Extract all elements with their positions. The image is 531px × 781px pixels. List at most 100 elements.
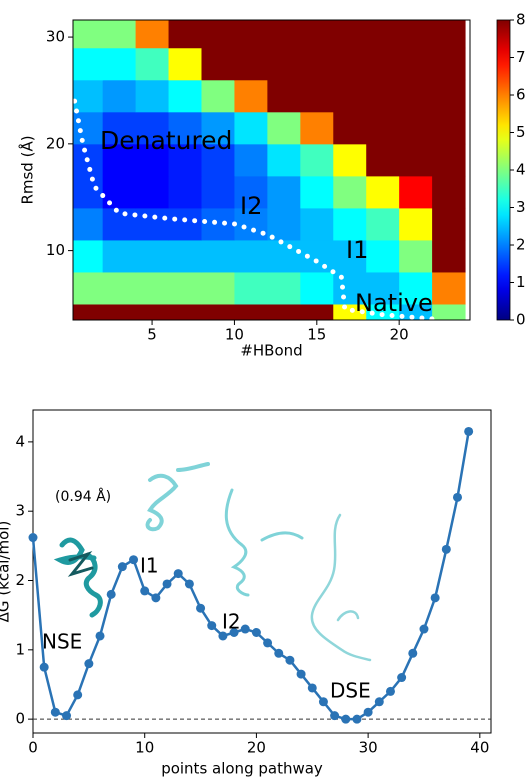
heatmap-cell: [73, 207, 104, 241]
heatmap-cell: [135, 143, 170, 177]
point: [464, 426, 474, 436]
heatmap-cell: [102, 111, 137, 145]
heatmap-cell: [168, 303, 202, 320]
heatmap-cell: [102, 79, 137, 113]
heatmap-cell: [300, 271, 334, 305]
heatmap-cell: [267, 47, 301, 81]
heatmap-cell: [399, 271, 433, 305]
heatmap-cell: [399, 111, 433, 145]
heatmap-cell: [366, 79, 400, 113]
heatmap-cell: [135, 207, 170, 241]
heatmap-cell: [168, 111, 202, 145]
point: [117, 562, 127, 572]
point: [184, 579, 194, 589]
annotation: DSE: [330, 679, 371, 703]
point: [452, 492, 462, 502]
point: [263, 638, 273, 648]
heatmap-cell: [333, 207, 367, 241]
line: [31, 431, 470, 721]
heatmap-cells: [73, 20, 466, 320]
y-axis-label: Rmsd (Å): [18, 135, 37, 204]
point: [229, 627, 239, 637]
point: [50, 707, 60, 717]
y-tick-label: 1: [15, 640, 25, 658]
heatmap-cell: [333, 111, 367, 145]
point: [240, 624, 250, 634]
y-tick-label: 10: [46, 241, 65, 259]
heatmap-cell: [432, 239, 466, 273]
colorbar-tick-label: 2: [516, 236, 526, 254]
heatmap-cell: [366, 20, 400, 49]
heatmap-cell: [234, 143, 268, 177]
heatmap-cell: [366, 239, 400, 273]
heatmap-cell: [267, 175, 301, 209]
colorbar: [496, 19, 511, 321]
point: [352, 714, 362, 724]
point: [363, 707, 373, 717]
point: [397, 673, 407, 683]
heatmap-cell: [300, 47, 334, 81]
pathway-line: [73, 98, 435, 320]
point: [285, 655, 295, 665]
heatmap-cell: [234, 79, 268, 113]
heatmap-cell: [432, 143, 466, 177]
heatmap-cell: [135, 303, 170, 320]
heatmap-cell: [234, 20, 268, 49]
heatmap-cell: [300, 207, 334, 241]
point: [330, 711, 340, 721]
heatmap-cell: [201, 20, 235, 49]
heatmap-cell: [333, 303, 367, 320]
heatmap-cell: [333, 47, 367, 81]
heatmap-cell: [399, 143, 433, 177]
heatmap-cell: [201, 175, 235, 209]
heatmap-cell: [432, 271, 466, 305]
heatmap-cell: [234, 47, 268, 81]
heatmap-cell: [201, 303, 235, 320]
heatmap-cell: [366, 175, 400, 209]
point: [408, 648, 418, 658]
heatmap-cell: [333, 20, 367, 49]
annotation: (0.94 Å): [55, 488, 111, 505]
heatmap-cell: [102, 303, 137, 320]
x-tick-label: 30: [359, 739, 378, 757]
heatmap-cell: [366, 47, 400, 81]
heatmap-cell: [135, 47, 170, 81]
heatmap-cell: [168, 207, 202, 241]
heatmap-cell: [168, 47, 202, 81]
colorbar-tick-label: 7: [516, 48, 526, 66]
heatmap-cell: [201, 47, 235, 81]
x-tick-label: 15: [307, 326, 326, 344]
annotation: Native: [355, 289, 433, 317]
heatmap-cell: [201, 143, 235, 177]
heatmap-cell: [168, 175, 202, 209]
annotation: I1: [346, 236, 368, 264]
annotation: I2: [222, 610, 241, 634]
y-tick-label: 4: [15, 432, 25, 450]
point: [430, 593, 440, 603]
heatmap-cell: [432, 79, 466, 113]
heatmap-cell: [234, 111, 268, 145]
heatmap-cell: [201, 271, 235, 305]
heatmap-cell: [168, 20, 202, 49]
heatmap-cell: [73, 111, 104, 145]
heatmap-cell: [73, 239, 104, 273]
heatmap-cell: [333, 79, 367, 113]
colorbar-tick-label: 1: [516, 273, 526, 291]
heatmap-cell: [432, 175, 466, 209]
y-tick-label: 2: [15, 571, 25, 589]
colorbar-tick-label: 8: [516, 11, 526, 29]
x-tick-label: 20: [247, 739, 266, 757]
heatmap-cell: [267, 239, 301, 273]
point: [162, 579, 172, 589]
y-tick-label: 3: [15, 502, 25, 520]
heatmap-cell: [300, 20, 334, 49]
heatmap-cell: [399, 207, 433, 241]
heatmap-cell: [135, 175, 170, 209]
heatmap-cell: [300, 303, 334, 320]
colorbar-tick-label: 0: [516, 311, 526, 329]
heatmap-cell: [102, 47, 137, 81]
heatmap-cell: [267, 271, 301, 305]
heatmap-cell: [333, 271, 367, 305]
protein-structure: [53, 462, 372, 662]
